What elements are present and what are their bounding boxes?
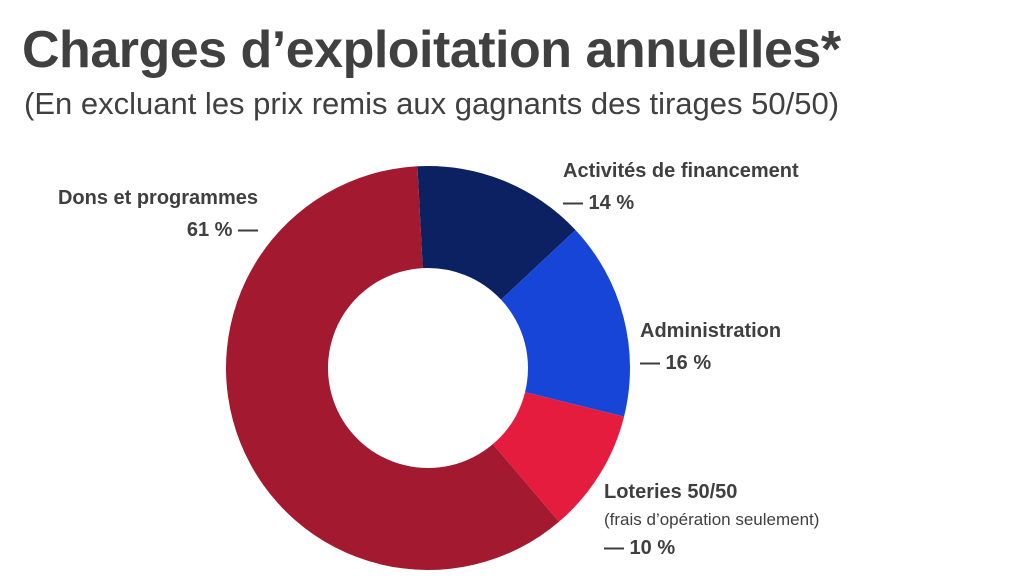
category-label-dons: Dons et programmes <box>57 187 258 209</box>
donut-slice-dons <box>226 166 559 570</box>
legend-label-loteries: Loteries 50/50 (frais d’opération seulem… <box>604 476 819 564</box>
donut-slice-administration <box>501 229 630 417</box>
donut-slices <box>226 166 630 570</box>
value-label-financement: — 14 % <box>563 192 635 214</box>
legend-label-administration: Administration — 16 % <box>640 315 781 379</box>
donut-slice-loteries <box>492 392 625 522</box>
legend-label-dons: Dons et programmes 61 % — <box>58 182 258 246</box>
note-label-loteries: (frais d’opération seulement) <box>604 510 820 529</box>
donut-slice-financement <box>417 166 576 300</box>
category-label-financement: Activités de financement <box>563 160 799 182</box>
value-label-loteries: — 10 % <box>604 537 676 559</box>
category-label-administration: Administration <box>640 320 782 342</box>
legend-label-financement: Activités de financement — 14 % <box>563 155 799 219</box>
value-label-administration: — 16 % <box>640 352 712 374</box>
category-label-loteries: Loteries 50/50 <box>604 481 738 503</box>
value-label-dons: 61 % — <box>186 219 258 241</box>
chart-subtitle: (En excluant les prix remis aux gagnants… <box>24 86 840 121</box>
chart-title: Charges d’exploitation annuelles* <box>22 21 841 79</box>
